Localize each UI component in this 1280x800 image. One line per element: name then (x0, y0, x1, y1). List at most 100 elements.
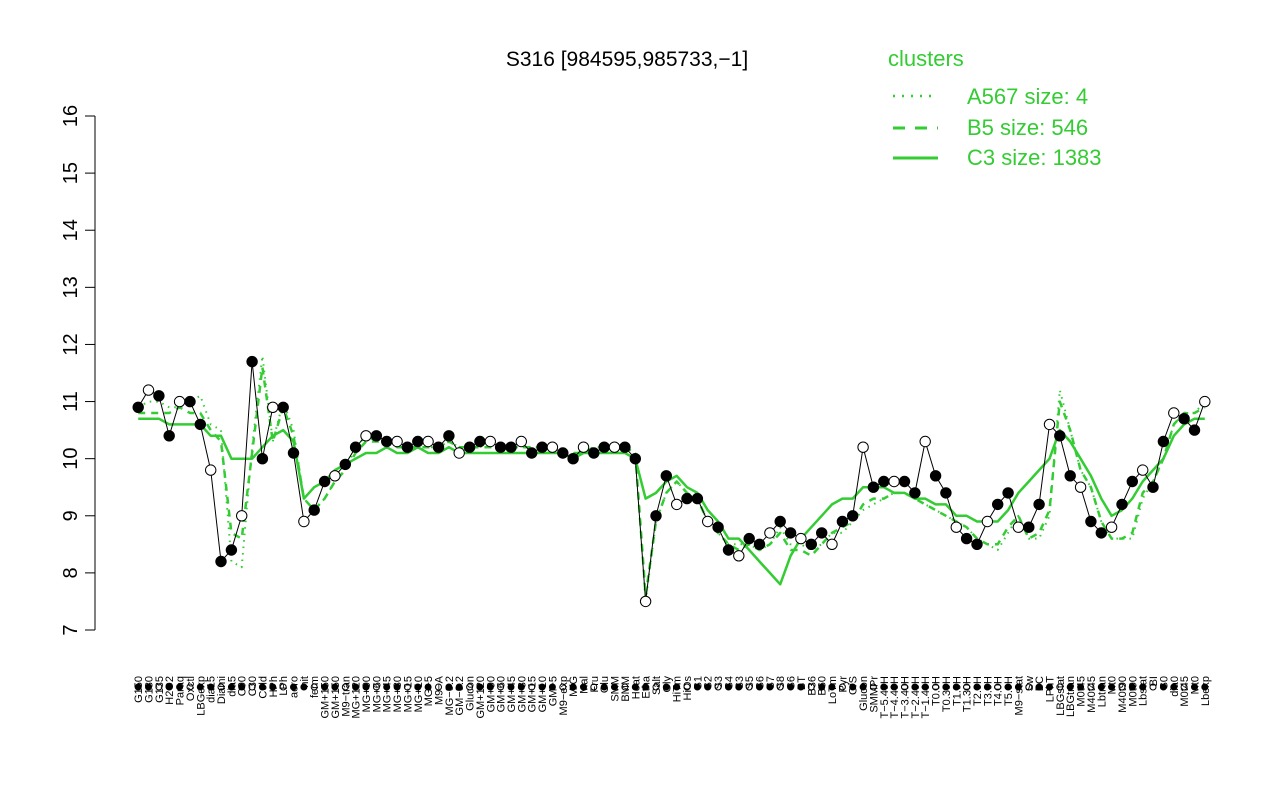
x-marker (1170, 683, 1178, 691)
x-tick-label: G/S (848, 676, 860, 695)
y-tick-label: 14 (60, 219, 82, 241)
x-tick-label: Mt0 (1190, 676, 1202, 694)
data-point (484, 435, 496, 448)
x-marker (963, 683, 971, 691)
data-point (494, 441, 507, 453)
x-marker (673, 683, 681, 691)
x-marker (745, 683, 753, 691)
data-point (1126, 475, 1139, 488)
x-tick-label: S1 (692, 676, 704, 689)
x-marker (435, 683, 442, 691)
x-tick-label: GM+60 (496, 676, 508, 712)
series-line-solid (138, 417, 1205, 586)
data-point (743, 532, 755, 545)
data-point (722, 544, 735, 556)
points-connector-line (137, 361, 1206, 602)
x-tick-label: LBGstat (1055, 676, 1067, 716)
data-point (432, 441, 445, 453)
x-tick-label: Gly (661, 676, 673, 693)
data-point (515, 435, 527, 448)
data-point (443, 430, 455, 442)
x-marker (1180, 683, 1188, 691)
data-point (1054, 430, 1066, 442)
x-marker (590, 683, 598, 691)
data-point (256, 453, 269, 465)
data-point (629, 453, 641, 465)
data-point (1033, 498, 1045, 511)
data-point (246, 355, 258, 368)
x-marker (1014, 683, 1022, 691)
data-point (329, 470, 341, 482)
x-tick-label: S5 (744, 676, 756, 689)
x-marker (932, 683, 940, 691)
x-tick-label: M9−stat (1013, 676, 1025, 715)
x-tick-label: G180 (144, 676, 156, 703)
x-tick-label: Diami (216, 676, 228, 704)
x-marker (735, 683, 743, 691)
x-tick-label: nit (299, 676, 311, 688)
x-tick-label: LPhT (1045, 676, 1057, 703)
x-marker (797, 683, 805, 691)
x-tick-label: T−5.40H (879, 676, 891, 719)
data-point (1012, 521, 1025, 533)
x-tick-label: GM+90 (485, 676, 497, 712)
y-tick-label: 10 (60, 448, 82, 470)
x-marker (238, 683, 246, 691)
data-point (588, 447, 600, 459)
x-marker (652, 683, 660, 691)
x-tick-label: GM+15 (527, 676, 539, 712)
x-tick-label: Heat (630, 676, 642, 699)
x-marker (693, 683, 701, 691)
data-point (557, 447, 569, 459)
x-tick-label: G135 (154, 676, 166, 703)
x-tick-label: M9−tran (340, 676, 352, 717)
x-tick-label: T0.0H (931, 676, 943, 706)
x-tick-label: Etha (641, 675, 653, 699)
x-marker (393, 683, 401, 691)
x-marker (1025, 683, 1033, 691)
x-marker (176, 683, 184, 691)
x-tick-label: Sw (1024, 676, 1036, 691)
x-marker (818, 683, 826, 691)
x-tick-label: HPh (268, 676, 280, 697)
data-point (1095, 527, 1108, 539)
x-tick-label: B36 (806, 676, 818, 696)
data-point (1085, 515, 1097, 528)
x-marker (952, 683, 960, 691)
x-marker (1191, 683, 1198, 691)
x-tick-label: S3 (734, 676, 746, 689)
x-tick-label: T0.30H (941, 676, 953, 712)
x-marker (725, 683, 732, 691)
x-tick-label: M9−A (434, 675, 446, 705)
x-tick-label: Fru (589, 676, 601, 693)
x-marker (880, 683, 888, 691)
x-tick-label: GM+5 (547, 676, 559, 706)
x-marker (1159, 683, 1167, 691)
data-point (536, 441, 548, 453)
x-marker (1149, 683, 1157, 691)
data-point (971, 538, 983, 550)
x-marker (352, 683, 360, 691)
data-point (691, 492, 704, 505)
data-point (795, 532, 807, 545)
y-tick-label: 13 (60, 276, 82, 298)
x-marker (714, 683, 722, 691)
x-tick-label: GM+150 (320, 676, 332, 719)
x-marker (403, 683, 411, 691)
x-marker (1097, 683, 1105, 691)
x-tick-label: ferm (309, 676, 321, 698)
x-tick-label: LBGexp (195, 676, 207, 716)
x-tick-label: GM−0.2 (454, 676, 466, 715)
data-point (1137, 464, 1149, 476)
x-marker (1077, 683, 1085, 691)
x-marker (165, 683, 173, 691)
x-marker (207, 683, 215, 691)
x-tick-label: BMM (620, 676, 632, 702)
data-point (671, 498, 683, 511)
x-tick-label: S8 (775, 676, 787, 689)
x-tick-label: MG+45 (382, 676, 394, 712)
x-tick-label: T−1.40H (920, 676, 932, 719)
x-marker (145, 683, 152, 691)
x-marker (310, 683, 318, 691)
x-marker (362, 683, 370, 691)
